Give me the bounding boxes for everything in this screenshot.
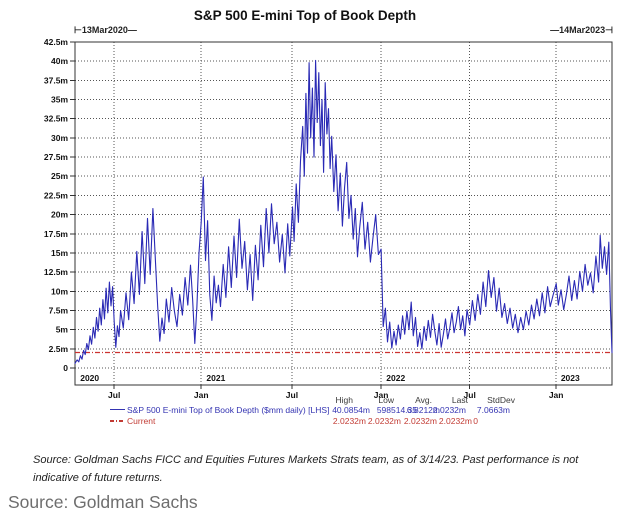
chart-title: S&P 500 E-mini Top of Book Depth bbox=[194, 8, 416, 23]
current-low-value: 2.0232m bbox=[367, 416, 401, 426]
depth-line bbox=[74, 59, 613, 364]
chart-frame bbox=[74, 41, 613, 386]
x-tick-label: Jan bbox=[194, 390, 209, 400]
year-label: 2022 bbox=[386, 373, 405, 383]
current-stddev-value: 0 bbox=[473, 416, 478, 426]
y-tick-label: 22.5m bbox=[44, 190, 69, 200]
y-tick-label: 27.5m bbox=[44, 152, 69, 162]
series-layer bbox=[74, 59, 613, 364]
article-source-caption: Source: Goldman Sachs bbox=[8, 492, 198, 512]
y-tick-label: 40m bbox=[51, 56, 68, 66]
depth-stddev-value: 7.0663m bbox=[476, 405, 510, 415]
y-tick-label: 15m bbox=[51, 248, 68, 258]
y-tick-label: 32.5m bbox=[44, 114, 69, 124]
y-tick-label: 30m bbox=[51, 133, 68, 143]
stats-header-last: Last bbox=[451, 395, 468, 405]
grid-layer bbox=[75, 42, 612, 385]
depth-avg-value: 6.8212m bbox=[406, 405, 440, 415]
y-tick-label: 7.5m bbox=[49, 305, 69, 315]
stats-header-stddev: StdDev bbox=[487, 395, 515, 405]
x-tick-label: Jul bbox=[108, 390, 120, 400]
y-tick-label: 42.5m bbox=[44, 37, 69, 47]
stats-header-high: High bbox=[335, 395, 353, 405]
y-tick-label: 0 bbox=[63, 363, 68, 373]
y-tick-label: 10m bbox=[51, 286, 68, 296]
x-tick-label: Jul bbox=[464, 390, 476, 400]
current-high-value: 2.0232m bbox=[332, 416, 366, 426]
current-avg-value: 2.0232m bbox=[403, 416, 437, 426]
year-label: 2020 bbox=[80, 373, 99, 383]
depth-low-value: 598514.35 bbox=[376, 405, 417, 415]
current-series-label: Current bbox=[127, 416, 156, 426]
y-tick-label: 17.5m bbox=[44, 229, 69, 239]
book-depth-chart: S&P 500 E-mini Top of Book Depth ⊢13Mar2… bbox=[44, 8, 613, 400]
y-tick-label: 2.5m bbox=[49, 344, 69, 354]
stats-header-low: Low bbox=[378, 395, 394, 405]
y-tick-label: 25m bbox=[51, 171, 68, 181]
year-label: 2021 bbox=[206, 373, 225, 383]
current-line-swatch-icon bbox=[110, 420, 125, 422]
stats-header-avg: Avg. bbox=[415, 395, 432, 405]
y-tick-label: 5m bbox=[56, 325, 69, 335]
x-tick-label: Jan bbox=[549, 390, 564, 400]
depth-last-value: 2.0232m bbox=[432, 405, 466, 415]
y-tick-label: 37.5m bbox=[44, 75, 69, 85]
range-start-marker: ⊢13Mar2020— bbox=[74, 25, 137, 35]
x-tick-label: Jul bbox=[286, 390, 298, 400]
depth-series-label: S&P 500 E-mini Top of Book Depth ($mm da… bbox=[127, 405, 330, 415]
range-end-marker: —14Mar2023⊣ bbox=[550, 25, 613, 35]
depth-high-value: 40.0854m bbox=[332, 405, 370, 415]
axis-layer: 0 2.5m 5m 7.5m 10m 12.5m 15m 17.5m 20m 22.5m 25m 27… bbox=[44, 37, 613, 400]
depth-line-swatch-icon bbox=[110, 409, 125, 410]
current-last-value: 2.0232m bbox=[438, 416, 472, 426]
y-tick-label: 20m bbox=[51, 210, 68, 220]
y-tick-label: 12.5m bbox=[44, 267, 69, 277]
year-label: 2023 bbox=[561, 373, 580, 383]
legend-and-stats: High Low Avg. Last StdDev S&P 500 E-mini… bbox=[0, 392, 635, 438]
x-tick-label: Jan bbox=[374, 390, 389, 400]
y-tick-label: 35m bbox=[51, 95, 68, 105]
source-disclaimer: Source: Goldman Sachs FICC and Equities … bbox=[33, 454, 579, 484]
